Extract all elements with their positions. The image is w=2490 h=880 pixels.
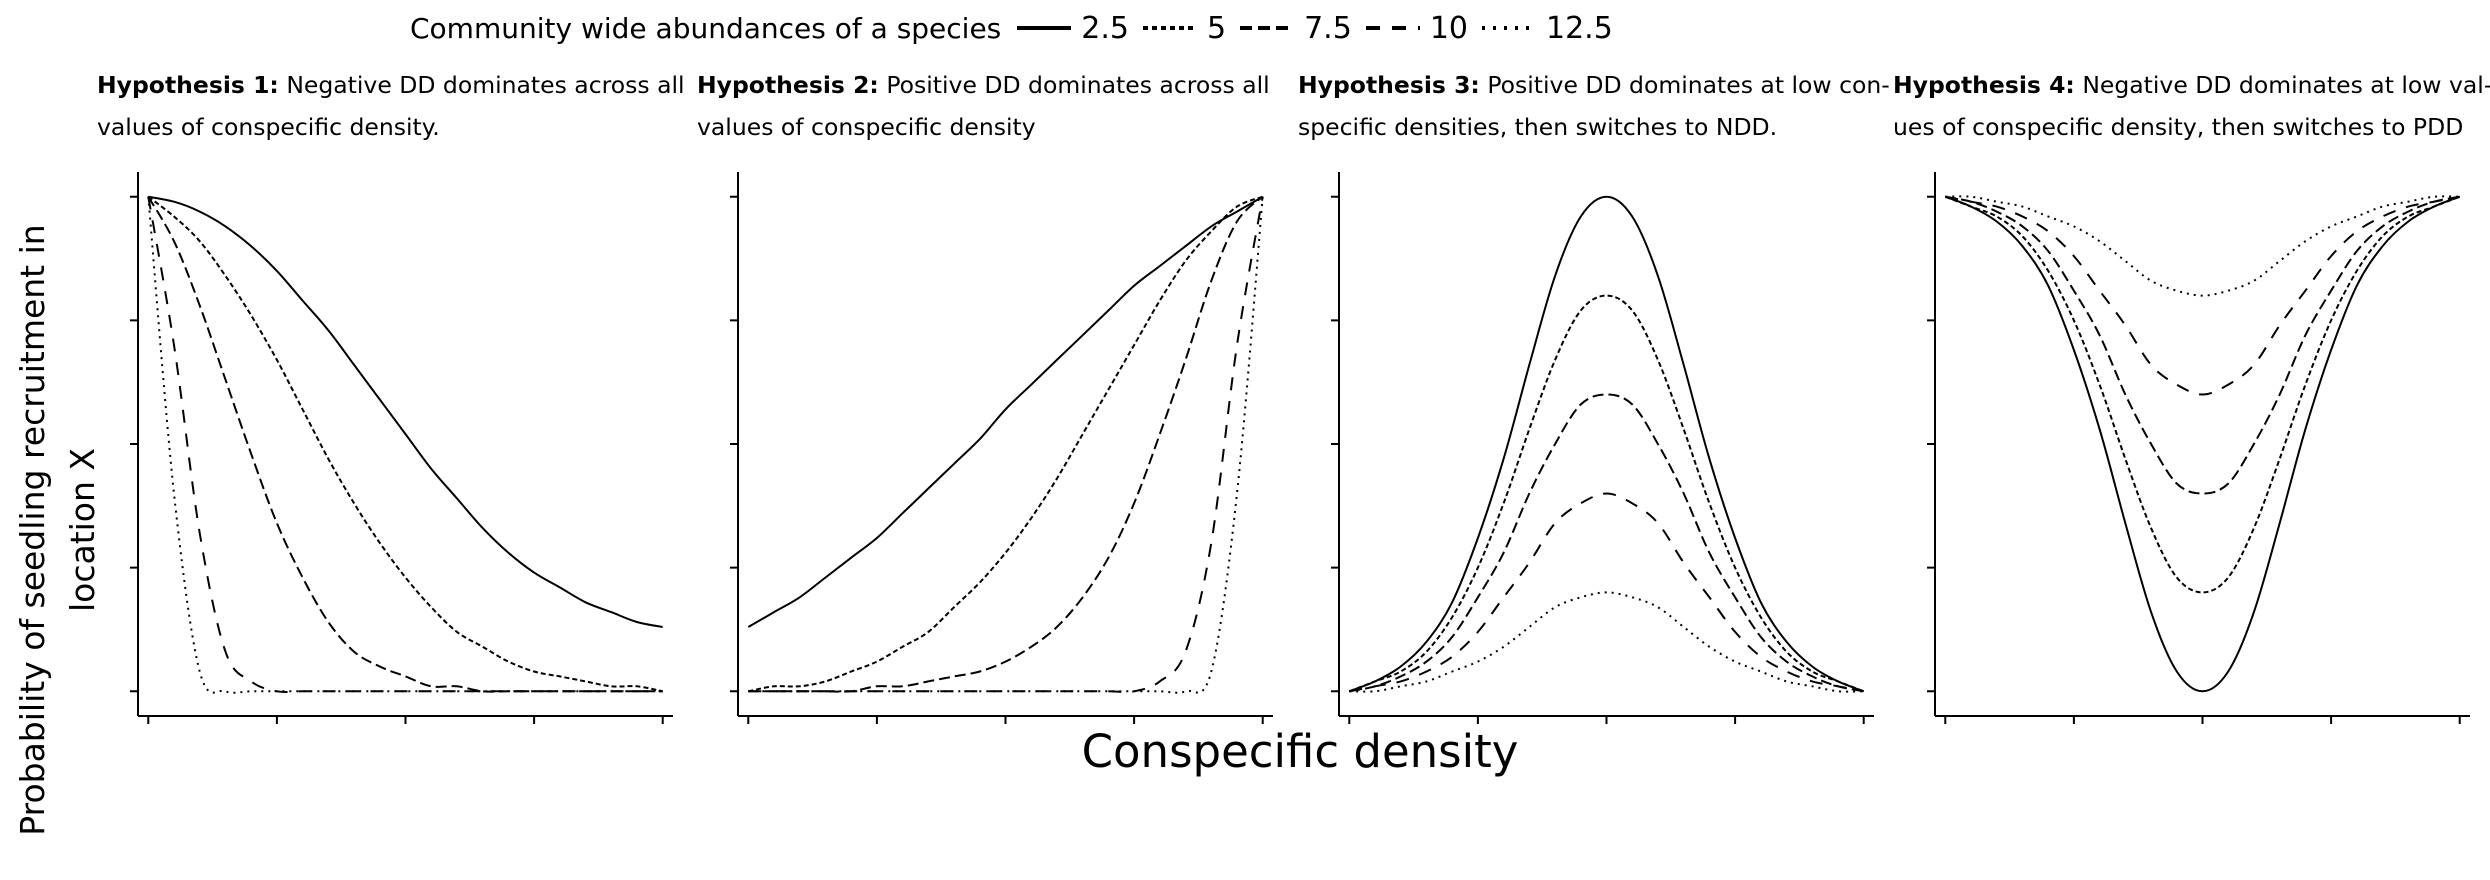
legend-label: 7.5 <box>1304 10 1352 46</box>
panel-title-3: Hypothesis 3: Positive DD dominates at l… <box>1298 64 1898 148</box>
legend-line-dash-swatch <box>1365 26 1420 30</box>
legend-label: 12.5 <box>1546 10 1613 46</box>
series-line-12-5 <box>748 196 1264 694</box>
legend-label: 5 <box>1207 10 1227 46</box>
panel-title-1: Hypothesis 1: Negative DD dominates acro… <box>97 64 697 148</box>
legend-line-solid-swatch <box>1017 26 1072 30</box>
series-line-7-5 <box>748 195 1264 693</box>
legend-label: 10 <box>1429 10 1468 46</box>
panel-title-bold: Hypothesis 4: <box>1893 71 2075 99</box>
series-line-5 <box>1944 195 2461 594</box>
panel-title-text: Positive DD dominates across all values … <box>697 71 1270 141</box>
legend: Community wide abundances of a species 2… <box>410 8 1625 48</box>
series-line-10 <box>147 196 663 694</box>
series-line-12-5 <box>1945 195 2460 297</box>
series-line-12-5 <box>147 196 663 694</box>
panel-title-bold: Hypothesis 2: <box>697 71 879 99</box>
legend-entry-2-5: 2.5 <box>1015 11 1129 46</box>
series-line-5 <box>748 195 1264 693</box>
panel-3 <box>1331 172 1874 724</box>
legend-line-long-dash-swatch <box>1240 26 1295 30</box>
series-line-2-5 <box>148 195 663 628</box>
series-line-10 <box>1945 195 2460 396</box>
x-axis-label: Conspecific density <box>1081 725 1519 778</box>
panel-4 <box>1927 172 2470 724</box>
panel-title-text: Positive DD dominates at low con-specifi… <box>1298 71 1890 141</box>
panel-title-text: Negative DD dominates at low val-ues of … <box>1893 71 2490 141</box>
series-line-2-5 <box>747 195 1264 628</box>
panel-title-2: Hypothesis 2: Positive DD dominates acro… <box>697 64 1297 148</box>
series-line-7-5 <box>1349 393 1864 693</box>
panel-title-bold: Hypothesis 3: <box>1298 71 1480 99</box>
series-line-2-5 <box>1944 195 2461 693</box>
legend-entry-7-5: 7.5 <box>1238 11 1352 46</box>
panel-1 <box>130 172 673 724</box>
legend-line-dotted-swatch <box>1482 26 1536 30</box>
series-line-12-5 <box>1349 591 1864 693</box>
series-line-7-5 <box>147 196 663 693</box>
legend-label: 2.5 <box>1081 10 1129 46</box>
legend-entry-10: 10 <box>1364 11 1468 46</box>
series-line-10 <box>1349 492 1864 693</box>
panel-2 <box>730 172 1273 724</box>
legend-title: Community wide abundances of a species <box>410 11 1002 45</box>
legend-line-dotted-dense-swatch <box>1143 26 1197 30</box>
legend-entry-5: 5 <box>1141 11 1226 46</box>
series-line-7-5 <box>1945 195 2460 495</box>
series-line-5 <box>1348 294 1865 693</box>
panel-title-bold: Hypothesis 1: <box>97 71 279 99</box>
panel-title-text: Negative DD dominates across all values … <box>97 71 685 141</box>
panel-title-4: Hypothesis 4: Negative DD dominates at l… <box>1893 64 2490 148</box>
series-line-2-5 <box>1348 195 1865 693</box>
series-line-5 <box>147 195 663 693</box>
legend-entry-12-5: 12.5 <box>1480 11 1613 46</box>
series-line-10 <box>748 196 1264 694</box>
